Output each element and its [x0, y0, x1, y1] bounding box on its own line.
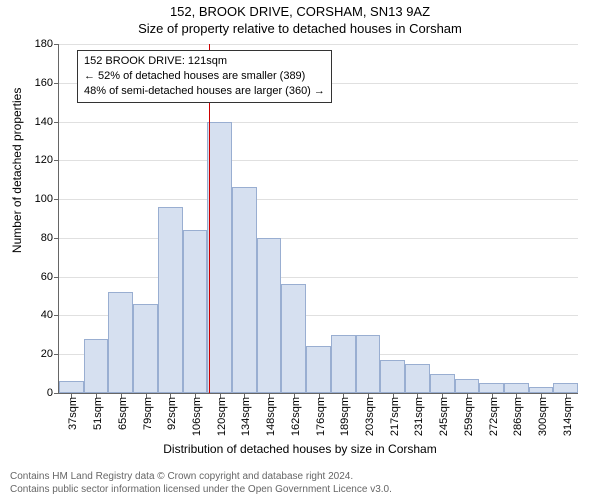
annotation-box: 152 BROOK DRIVE: 121sqm ← 52% of detache…: [77, 50, 332, 103]
xtick-label: 134sqm: [240, 397, 252, 436]
page-title-address: 152, BROOK DRIVE, CORSHAM, SN13 9AZ: [0, 0, 600, 19]
xtick-label: 51sqm: [92, 397, 104, 430]
histogram-bar: [183, 230, 208, 393]
histogram-bar: [504, 383, 529, 393]
xtick-label: 300sqm: [537, 397, 549, 436]
histogram-bar: [108, 292, 133, 393]
histogram-bar: [331, 335, 356, 393]
footer-line: Contains HM Land Registry data © Crown c…: [10, 471, 590, 484]
xtick-label: 189sqm: [339, 397, 351, 436]
histogram-bar: [59, 381, 84, 393]
xtick-label: 162sqm: [290, 397, 302, 436]
histogram-bar: [380, 360, 405, 393]
histogram-bar: [306, 346, 331, 393]
histogram-bar: [529, 387, 554, 393]
histogram-bar: [281, 284, 306, 393]
ytick-label: 180: [35, 38, 59, 50]
histogram-bar: [232, 187, 257, 393]
histogram-bar: [430, 374, 455, 393]
histogram-bar: [84, 339, 109, 393]
histogram-bar: [207, 122, 232, 393]
histogram-bar: [553, 383, 578, 393]
xtick-label: 176sqm: [315, 397, 327, 436]
ytick-label: 60: [41, 271, 59, 283]
annotation-line: ← 52% of detached houses are smaller (38…: [84, 69, 325, 84]
ytick-label: 100: [35, 193, 59, 205]
xtick-label: 245sqm: [438, 397, 450, 436]
histogram-chart: 152 BROOK DRIVE: 121sqm ← 52% of detache…: [58, 44, 578, 394]
footer-attribution: Contains HM Land Registry data © Crown c…: [10, 471, 590, 496]
ytick-label: 160: [35, 77, 59, 89]
histogram-bar: [356, 335, 381, 393]
xtick-label: 92sqm: [166, 397, 178, 430]
xtick-label: 314sqm: [562, 397, 574, 436]
histogram-bar: [455, 379, 480, 393]
ytick-label: 80: [41, 232, 59, 244]
xtick-label: 79sqm: [142, 397, 154, 430]
ytick-label: 120: [35, 154, 59, 166]
xtick-label: 148sqm: [265, 397, 277, 436]
annotation-line: 152 BROOK DRIVE: 121sqm: [84, 54, 325, 69]
xtick-label: 259sqm: [463, 397, 475, 436]
histogram-bar: [257, 238, 282, 393]
x-axis-label: Distribution of detached houses by size …: [0, 442, 600, 456]
histogram-bar: [479, 383, 504, 393]
ytick-label: 40: [41, 309, 59, 321]
xtick-label: 65sqm: [117, 397, 129, 430]
xtick-label: 231sqm: [413, 397, 425, 436]
ytick-label: 0: [47, 387, 59, 399]
xtick-label: 217sqm: [389, 397, 401, 436]
xtick-label: 286sqm: [512, 397, 524, 436]
histogram-bar: [133, 304, 158, 393]
xtick-label: 120sqm: [216, 397, 228, 436]
page-title-subtitle: Size of property relative to detached ho…: [0, 19, 600, 36]
xtick-label: 203sqm: [364, 397, 376, 436]
footer-line: Contains public sector information licen…: [10, 484, 590, 497]
ytick-label: 140: [35, 116, 59, 128]
plot-area: 152 BROOK DRIVE: 121sqm ← 52% of detache…: [58, 44, 578, 394]
xtick-label: 106sqm: [191, 397, 203, 436]
histogram-bar: [158, 207, 183, 393]
xtick-label: 37sqm: [67, 397, 79, 430]
ytick-label: 20: [41, 348, 59, 360]
y-axis-label: Number of detached properties: [10, 88, 24, 253]
histogram-bar: [405, 364, 430, 393]
annotation-line: 48% of semi-detached houses are larger (…: [84, 84, 325, 99]
xtick-label: 272sqm: [488, 397, 500, 436]
